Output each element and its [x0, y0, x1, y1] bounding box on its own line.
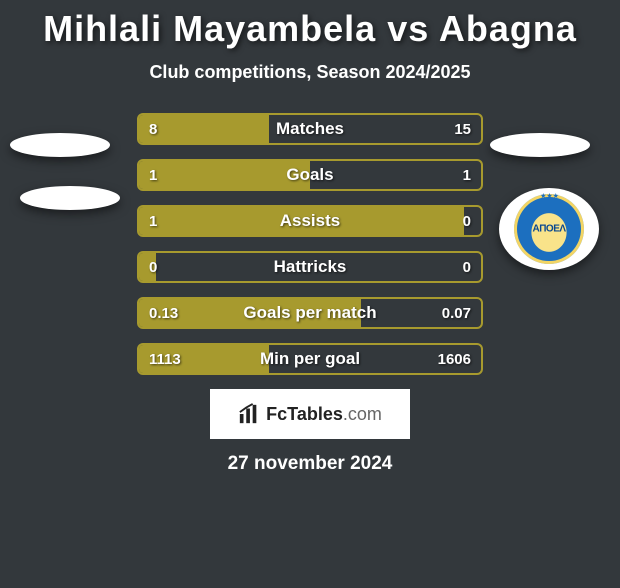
stat-row: 815Matches [137, 113, 483, 145]
subtitle: Club competitions, Season 2024/2025 [0, 62, 620, 83]
stat-row: 10Assists [137, 205, 483, 237]
crest-text: ΑΠΟΕΛ [499, 224, 599, 235]
stat-row: 00Hattricks [137, 251, 483, 283]
stat-row: 11Goals [137, 159, 483, 191]
brand-bold: FcTables.com [266, 404, 382, 425]
left-badge-1 [10, 133, 110, 157]
page-title: Mihlali Mayambela vs Abagna [0, 8, 620, 50]
stat-row: 0.130.07Goals per match [137, 297, 483, 329]
date-line: 27 november 2024 [0, 453, 620, 475]
stat-label: Matches [139, 115, 481, 143]
stat-label: Assists [139, 207, 481, 235]
stat-row: 11131606Min per goal [137, 343, 483, 375]
footer-brand: FcTables.com [210, 389, 410, 439]
chart-icon [238, 403, 260, 425]
stat-label: Min per goal [139, 345, 481, 373]
stat-label: Goals [139, 161, 481, 189]
stat-label: Goals per match [139, 299, 481, 327]
left-badge-2 [20, 186, 120, 210]
right-badge-crest: ΑΠΟΕΛ [499, 188, 599, 270]
right-badge-1 [490, 133, 590, 157]
stat-label: Hattricks [139, 253, 481, 281]
stat-rows: 815Matches 11Goals 10Assists 00Hattricks 0.1… [137, 113, 483, 375]
